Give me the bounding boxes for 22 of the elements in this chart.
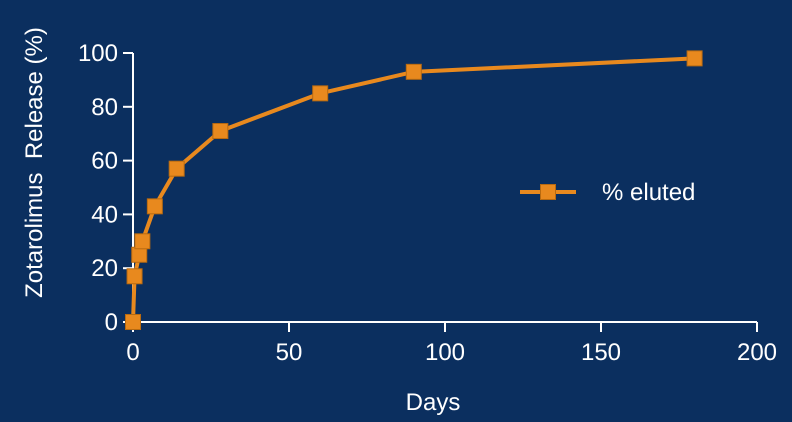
x-tick-label: 0 (126, 339, 140, 366)
y-tick-label: 80 (91, 94, 118, 121)
y-tick-label: 40 (91, 201, 118, 228)
point (686, 50, 703, 66)
x-tick-label: 200 (736, 339, 778, 366)
y-axis-title: Zotarolimus Release (%) (21, 27, 48, 298)
point (134, 233, 150, 250)
point (312, 85, 328, 102)
point (168, 160, 185, 177)
x-tick-label: 150 (580, 339, 622, 366)
x-tick-label: 100 (424, 339, 466, 366)
point (126, 268, 143, 284)
y-tick-label: 60 (91, 148, 118, 175)
x-axis-title: Days (406, 389, 460, 416)
point (212, 123, 228, 140)
y-tick-label: 0 (104, 309, 118, 336)
y-tick-label: 20 (91, 255, 118, 282)
legend-label: % eluted (602, 179, 696, 206)
x-tick-label: 50 (276, 339, 302, 366)
point (406, 64, 422, 80)
point (146, 198, 163, 214)
y-tick-label: 100 (78, 40, 118, 67)
